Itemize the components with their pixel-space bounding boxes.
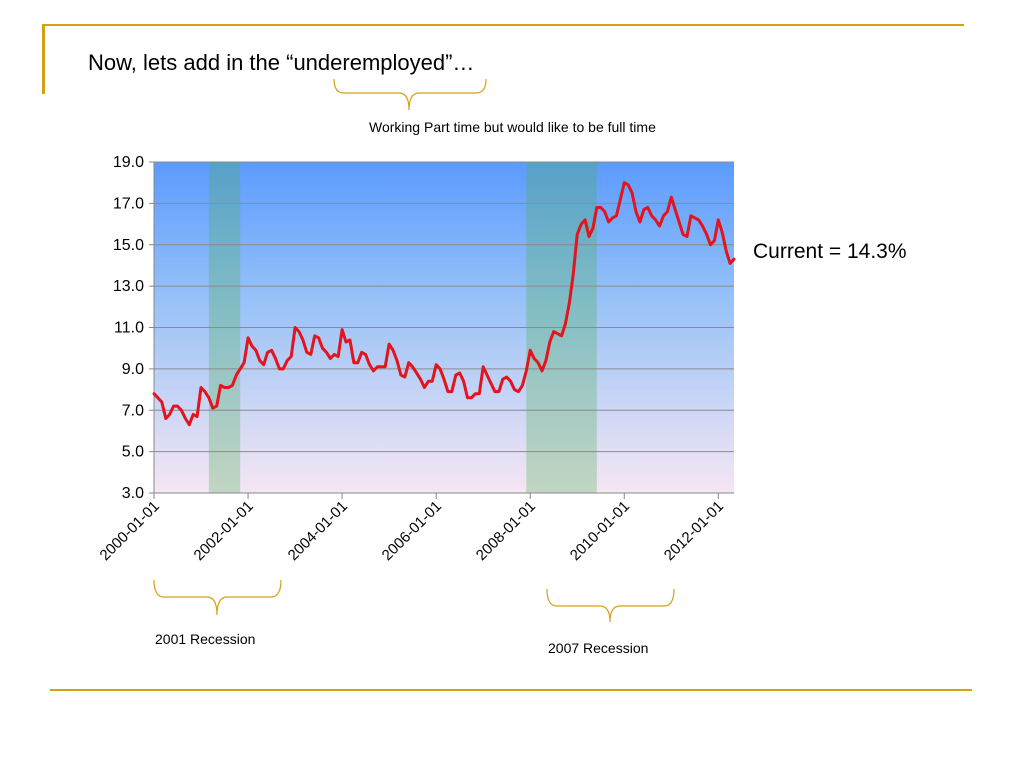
y-tick-label: 7.0 xyxy=(122,402,144,419)
x-tick-label: 2004-01-01 xyxy=(285,498,351,564)
x-tick-label: 2012-01-01 xyxy=(661,498,727,564)
x-tick-label: 2010-01-01 xyxy=(567,498,633,564)
current-value-callout: Current = 14.3% xyxy=(753,240,907,263)
y-tick-label: 17.0 xyxy=(113,195,144,212)
x-tick-label: 2008-01-01 xyxy=(473,498,539,564)
x-tick-label: 2002-01-01 xyxy=(191,498,257,564)
y-tick-label: 11.0 xyxy=(114,320,144,337)
frame-vertical-rule xyxy=(42,24,45,94)
y-tick-label: 19.0 xyxy=(113,154,144,171)
recession-2007-label: 2007 Recession xyxy=(548,640,649,656)
x-tick-label: 2000-01-01 xyxy=(97,498,163,564)
frame-bottom-rule xyxy=(50,689,972,691)
x-tick-label: 2006-01-01 xyxy=(379,498,445,564)
recession-2007-brace xyxy=(546,588,675,623)
y-tick-label: 15.0 xyxy=(113,237,144,254)
y-tick-label: 13.0 xyxy=(113,278,144,295)
underemployed-note: Working Part time but would like to be f… xyxy=(369,119,656,135)
underemployed-brace xyxy=(333,78,487,111)
frame-top-rule xyxy=(42,24,964,26)
recession-2001-label: 2001 Recession xyxy=(155,631,256,647)
y-tick-label: 3.0 xyxy=(122,485,144,502)
y-tick-label: 9.0 xyxy=(122,361,144,378)
slide-title: Now, lets add in the “underemployed”… xyxy=(88,50,475,75)
recession-2001-brace xyxy=(153,579,282,616)
y-tick-label: 5.0 xyxy=(122,444,144,461)
series-line xyxy=(152,181,736,427)
